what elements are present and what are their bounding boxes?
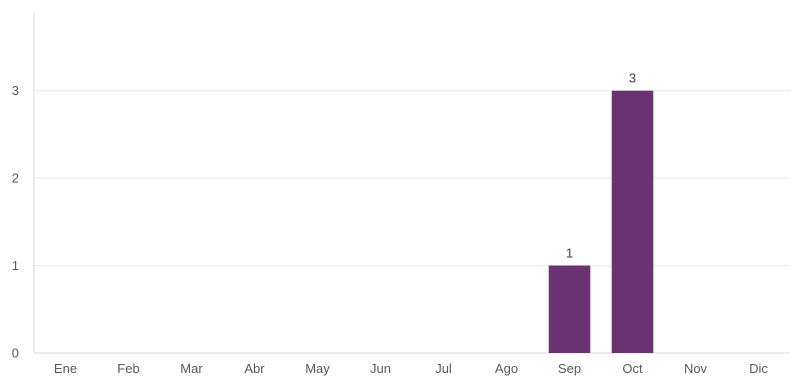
bar-oct <box>611 90 654 353</box>
x-tick-label: Feb <box>117 361 139 376</box>
x-tick-label: Abr <box>244 361 265 376</box>
x-tick-label: Jun <box>370 361 391 376</box>
x-tick-label: Sep <box>558 361 581 376</box>
gridlines <box>34 90 790 267</box>
x-tick-label: Jul <box>435 361 452 376</box>
y-tick-label: 3 <box>12 83 19 98</box>
x-tick-label: Ene <box>54 361 77 376</box>
bar-sep <box>548 265 591 353</box>
y-tick-label: 2 <box>12 171 19 186</box>
y-tick-labels: 0 1 2 3 <box>12 83 19 360</box>
x-tick-label: Nov <box>684 361 708 376</box>
x-tick-label: Mar <box>180 361 203 376</box>
x-tick-label: May <box>305 361 330 376</box>
data-label-sep: 1 <box>566 246 573 261</box>
y-tick-label: 0 <box>12 346 19 361</box>
x-tick-label: Dic <box>749 361 768 376</box>
x-tick-label: Ago <box>495 361 518 376</box>
x-tick-label: Oct <box>622 361 643 376</box>
x-tick-labels: Ene Feb Mar Abr May Jun Jul Ago Sep Oct Nov Dic <box>54 361 768 376</box>
bars <box>548 90 654 353</box>
y-tick-label: 1 <box>12 258 19 273</box>
data-label-oct: 3 <box>629 71 636 86</box>
data-labels: 13 <box>566 71 636 261</box>
